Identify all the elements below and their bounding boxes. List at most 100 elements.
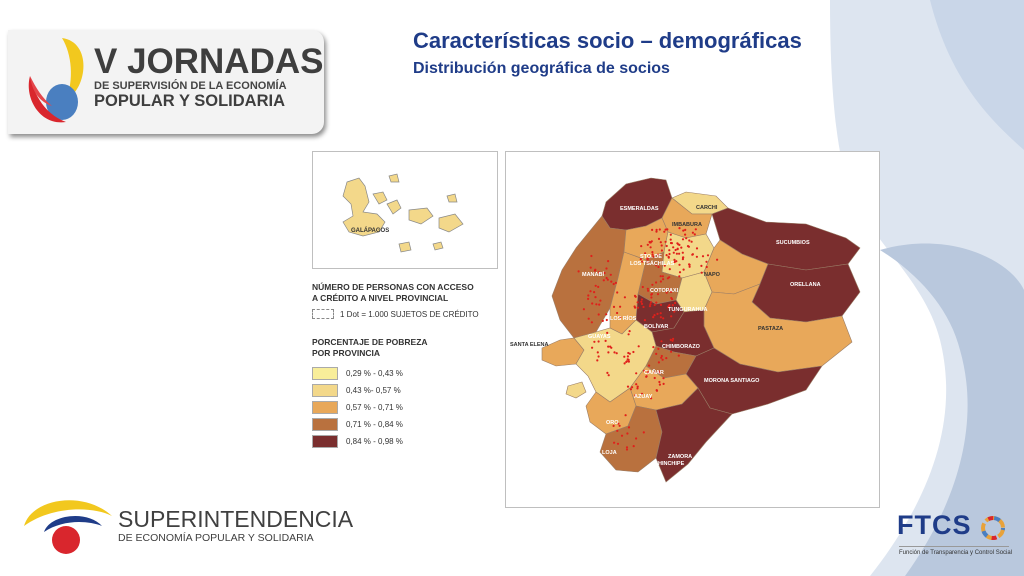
label-guayas: GUAYAS — [588, 334, 611, 340]
credit-dot — [668, 268, 671, 271]
credit-dot — [636, 301, 639, 304]
legend-swatch — [312, 401, 338, 414]
credit-dot — [602, 279, 605, 282]
credit-dot — [677, 354, 680, 357]
credit-dot — [706, 254, 710, 257]
credit-dot — [636, 385, 639, 388]
credit-dot — [615, 352, 618, 355]
credit-dot — [597, 340, 600, 343]
event-logo-subtitle: DE SUPERVISIÓN DE LA ECONOMÍA — [94, 80, 287, 92]
credit-dot — [701, 255, 705, 258]
credit-dot — [607, 374, 610, 377]
credit-dot — [620, 434, 624, 437]
credit-dot — [647, 256, 650, 259]
credit-dot — [646, 261, 649, 264]
credit-dot — [658, 371, 661, 374]
credit-dot — [665, 344, 668, 347]
label-sto-domingo-1: STO. DE — [640, 254, 662, 260]
credit-dot — [671, 304, 674, 307]
credit-dot — [634, 394, 637, 397]
credit-dot — [605, 276, 608, 280]
credit-dot — [640, 298, 643, 301]
credit-dot — [633, 294, 637, 297]
poverty-legend-heading: PORCENTAJE DE POBREZA — [312, 337, 428, 347]
ftcs-circle-icon — [981, 516, 1005, 540]
label-imbabura: IMBABURA — [672, 222, 702, 228]
credit-dot — [616, 291, 619, 294]
poverty-class-list: 0,29 % - 0,43 % 0,43 %- 0,57 % 0,57 % - … — [312, 365, 507, 450]
credit-dot — [678, 227, 681, 230]
legend-swatch — [312, 418, 338, 431]
label-pastaza: PASTAZA — [758, 326, 783, 332]
map-legend: NÚMERO DE PERSONAS CON ACCESO A CRÉDITO … — [312, 282, 507, 450]
credit-dot — [651, 251, 654, 254]
dot-legend-heading: NÚMERO DE PERSONAS CON ACCESO — [312, 282, 474, 292]
credit-dot — [653, 376, 656, 380]
credit-dot — [618, 424, 621, 427]
credit-dot — [669, 241, 673, 245]
credit-dot — [655, 389, 658, 392]
legend-class-label: 0,84 % - 0,98 % — [346, 437, 403, 446]
credit-dot — [591, 346, 594, 349]
label-sucumbios: SUCUMBIOS — [776, 240, 810, 246]
event-logo-subtitle-2: POPULAR Y SOLIDARIA — [94, 92, 285, 110]
credit-dot — [616, 429, 619, 432]
credit-dot — [652, 316, 655, 319]
credit-dot — [695, 247, 699, 250]
credit-dot — [662, 317, 665, 320]
credit-dot — [599, 299, 602, 302]
legend-class: 0,84 % - 0,98 % — [312, 433, 507, 450]
credit-dot — [596, 351, 599, 354]
credit-dot — [684, 233, 687, 236]
legend-class-label: 0,29 % - 0,43 % — [346, 369, 403, 378]
credit-dot — [590, 254, 593, 258]
gulf-island — [565, 381, 587, 399]
credit-dot — [591, 302, 594, 305]
credit-dot — [614, 281, 617, 284]
credit-dot — [648, 364, 651, 367]
credit-dot — [668, 252, 671, 256]
credit-dot — [682, 268, 685, 271]
credit-dot — [663, 264, 666, 267]
credit-dot — [605, 267, 608, 270]
credit-dot — [700, 264, 703, 267]
legend-class: 0,43 %- 0,57 % — [312, 382, 507, 399]
province-zamora — [655, 387, 733, 483]
credit-dot — [598, 303, 601, 306]
ftcs-subtitle: Función de Transparencia y Control Socia… — [899, 550, 1013, 556]
credit-dot — [626, 432, 629, 435]
credit-dot — [649, 303, 652, 306]
credit-dot — [667, 255, 670, 258]
credit-dot — [693, 233, 696, 236]
credit-dot — [681, 238, 685, 241]
credit-dot — [659, 316, 662, 319]
credit-dots — [577, 227, 719, 451]
credit-dot — [672, 246, 675, 249]
credit-dot — [658, 228, 661, 231]
credit-dot — [606, 371, 609, 374]
credit-dot — [670, 290, 673, 294]
slide-title: Características socio – demográficas — [413, 28, 802, 53]
credit-dot — [616, 442, 620, 445]
credit-dot — [607, 345, 610, 348]
credit-dot — [669, 238, 672, 241]
event-logo-title: V JORNADAS — [94, 42, 324, 81]
credit-dot — [642, 305, 645, 309]
credit-dot — [684, 228, 687, 231]
credit-dot — [645, 375, 648, 378]
credit-dot — [705, 260, 708, 263]
legend-class-label: 0,57 % - 0,71 % — [346, 403, 403, 412]
label-sto-domingo-2: LOS TSÁCHILAS — [630, 260, 675, 267]
credit-dot — [674, 301, 677, 305]
credit-dot — [688, 239, 691, 242]
credit-dot — [641, 285, 644, 289]
credit-dot — [653, 314, 656, 317]
label-zamora-1: ZAMORA — [668, 454, 692, 460]
credit-dot — [659, 241, 662, 244]
credit-dot — [669, 233, 672, 236]
credit-dot — [612, 282, 615, 286]
credit-dot — [626, 355, 629, 358]
credit-dot — [646, 287, 649, 290]
credit-dot — [666, 228, 669, 231]
credit-dot — [681, 251, 684, 254]
